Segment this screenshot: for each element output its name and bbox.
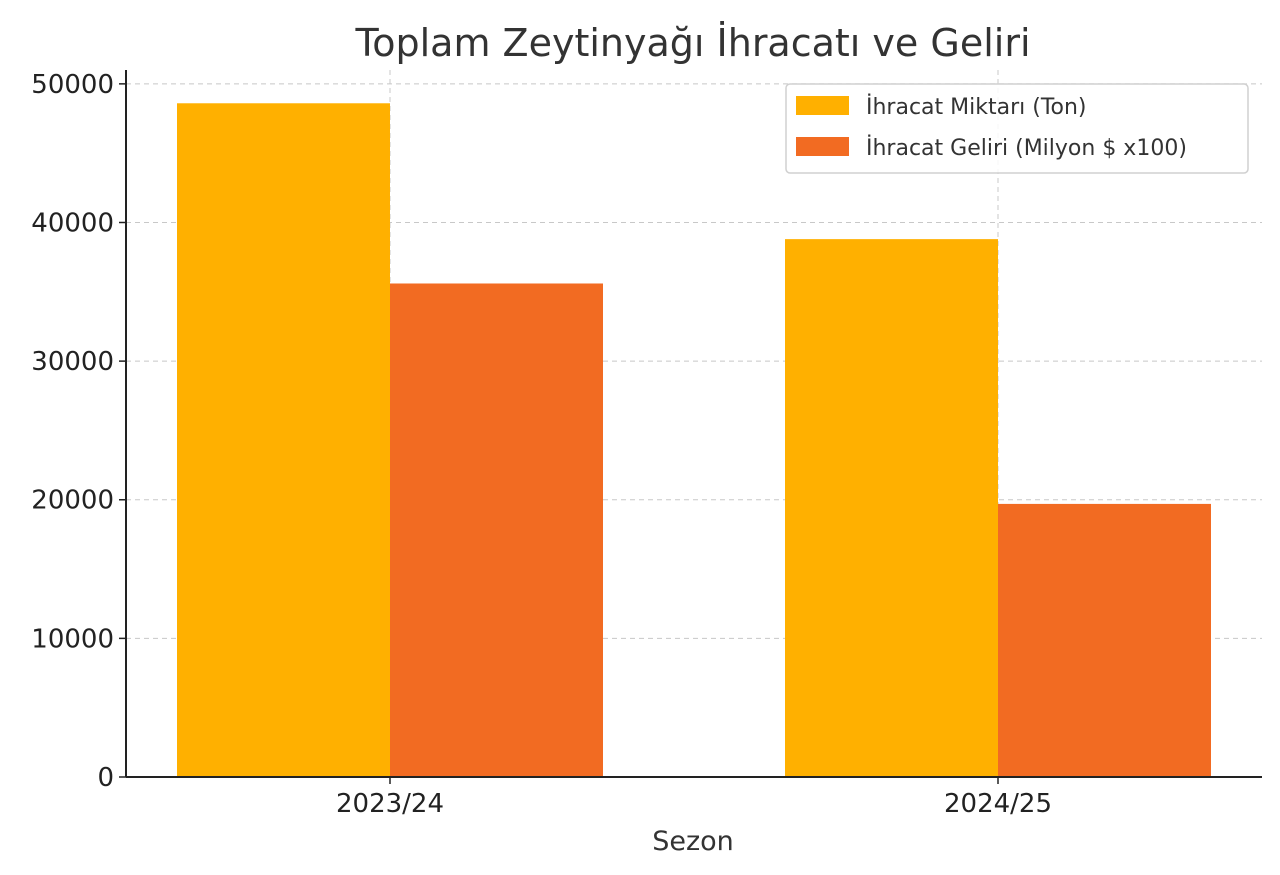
legend-box xyxy=(785,83,1249,174)
y-tick-label: 10000 xyxy=(31,624,114,654)
chart-title: Toplam Zeytinyağı İhracatı ve Geliri xyxy=(354,21,1030,65)
bar-export-quantity-2024/25 xyxy=(785,239,998,777)
x-axis-label: Sezon xyxy=(652,826,734,857)
x-axis-ticks: 2023/24 2024/25 xyxy=(336,777,1052,819)
legend: İhracat Miktarı (Ton) İhracat Geliri (Mil… xyxy=(785,83,1249,174)
bar-export-quantity-2023/24 xyxy=(177,103,390,778)
bars xyxy=(177,103,1211,778)
y-tick-label: 50000 xyxy=(31,70,114,100)
y-tick-label: 20000 xyxy=(31,486,114,516)
y-tick-label: 30000 xyxy=(31,347,114,377)
y-tick-label: 0 xyxy=(97,763,114,793)
y-axis-ticks: 0 10000 20000 30000 40000 50000 xyxy=(31,70,126,793)
legend-label: İhracat Geliri (Milyon $ x100) xyxy=(866,135,1187,161)
legend-label: İhracat Miktarı (Ton) xyxy=(866,94,1087,120)
y-tick-label: 40000 xyxy=(31,208,114,238)
x-tick-label: 2023/24 xyxy=(336,789,444,819)
bar-export-revenue-2023/24 xyxy=(390,283,603,777)
legend-swatch xyxy=(796,96,849,115)
legend-swatch xyxy=(796,137,849,156)
axes xyxy=(125,70,1262,778)
x-tick-label: 2024/25 xyxy=(944,789,1052,819)
bar-export-revenue-2024/25 xyxy=(998,503,1211,777)
